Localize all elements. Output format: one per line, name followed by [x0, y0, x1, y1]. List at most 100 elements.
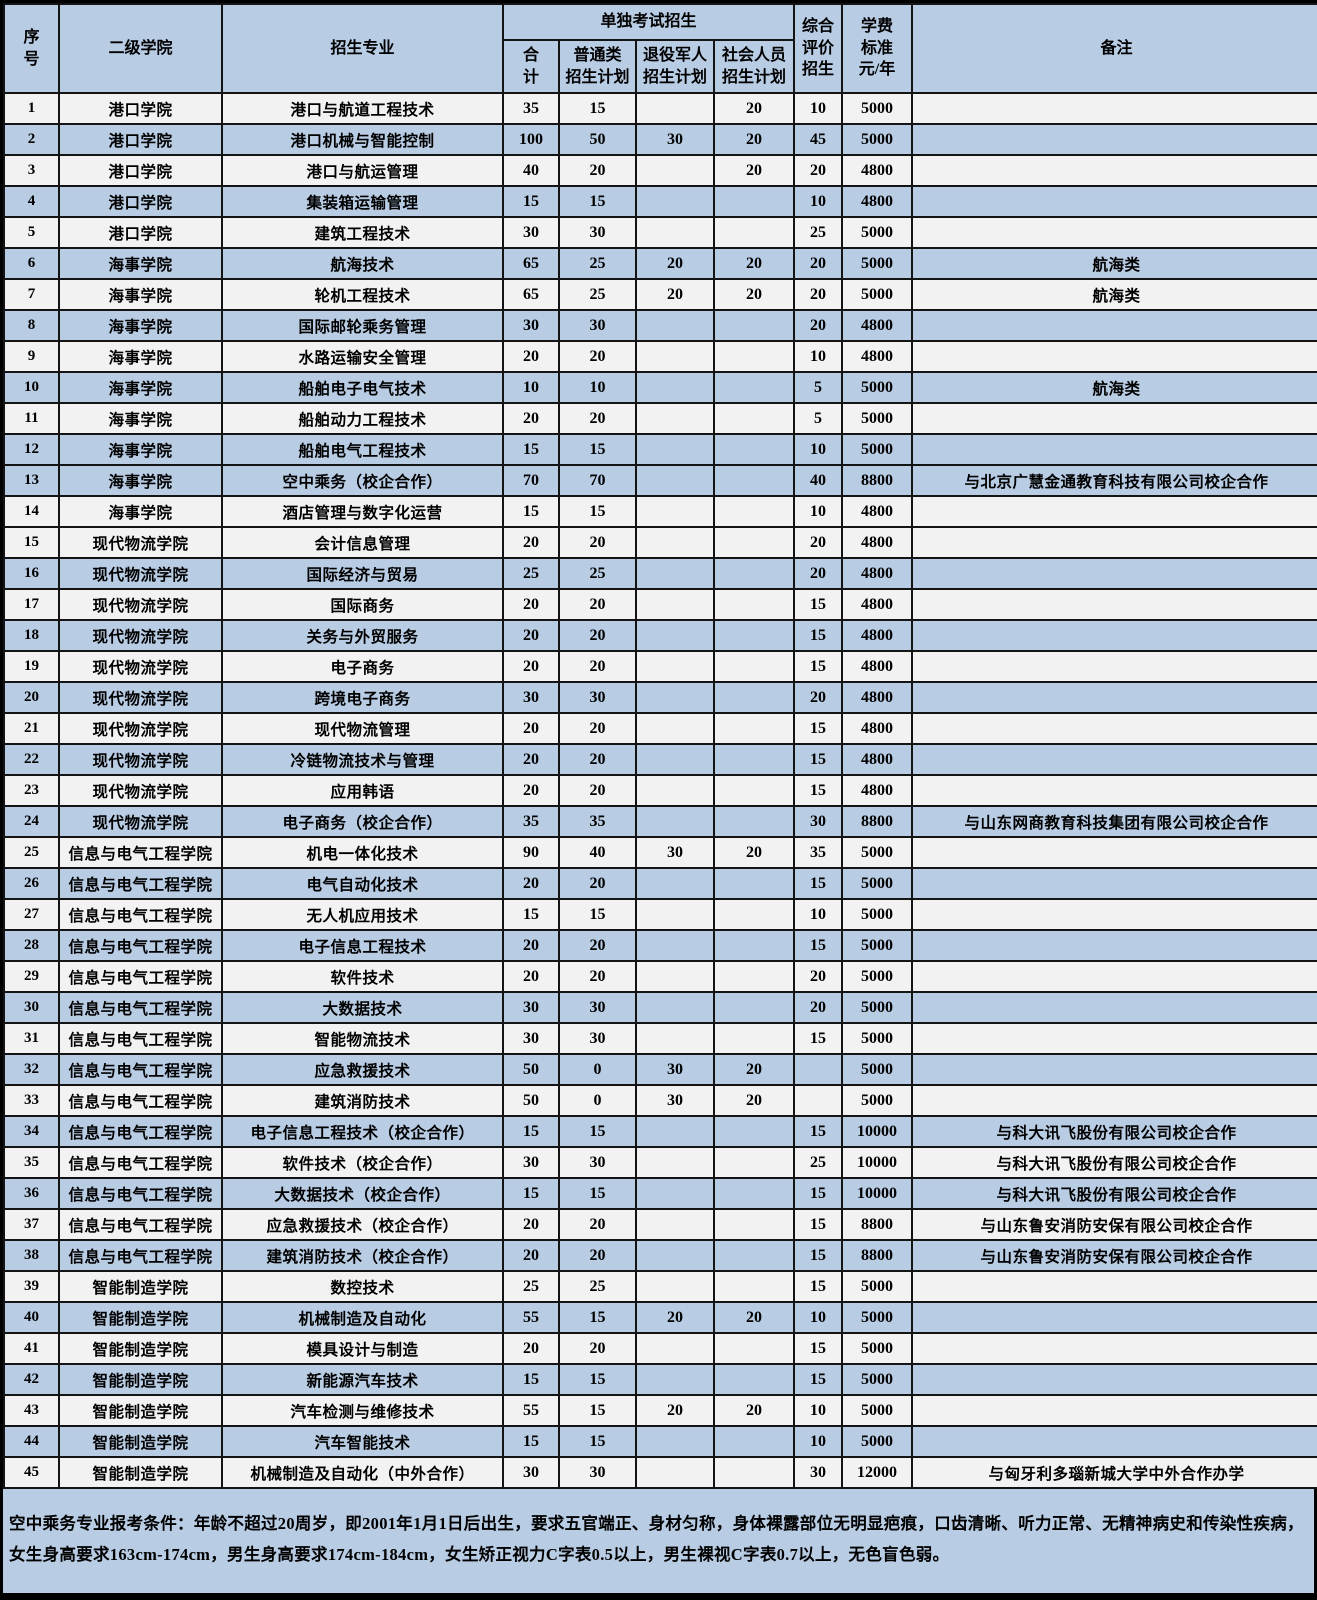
cell-no: 15	[3, 526, 60, 559]
cell-comprehensive: 15	[793, 1022, 844, 1055]
cell-college: 海事学院	[58, 247, 223, 280]
cell-no: 7	[3, 278, 60, 311]
cell-social	[712, 340, 796, 373]
cell-college: 海事学院	[58, 433, 223, 466]
cell-college: 信息与电气工程学院	[58, 1084, 223, 1117]
cell-veteran	[635, 402, 715, 435]
cell-social	[712, 1177, 796, 1210]
cell-major: 冷链物流技术与管理	[221, 743, 504, 776]
cell-tuition: 4800	[841, 743, 914, 776]
cell-no: 23	[3, 774, 60, 807]
cell-tuition: 8800	[841, 1239, 914, 1272]
cell-tuition: 5000	[841, 960, 914, 993]
cell-veteran	[635, 867, 715, 900]
cell-remark	[911, 836, 1317, 869]
cell-social	[712, 309, 796, 342]
cell-total: 30	[502, 216, 560, 249]
cell-remark: 与山东鲁安消防安保有限公司校企合作	[911, 1239, 1317, 1272]
cell-remark	[911, 774, 1317, 807]
cell-veteran	[635, 960, 715, 993]
header-veteran-plan: 退役军人 招生计划	[635, 39, 715, 94]
cell-college: 信息与电气工程学院	[58, 1239, 223, 1272]
cell-remark	[911, 123, 1317, 156]
cell-veteran	[635, 526, 715, 559]
table-row: 6 海事学院 航海技术 65 25 20 20 20 5000 航海类	[3, 247, 1317, 280]
cell-remark: 航海类	[911, 247, 1317, 280]
cell-no: 12	[3, 433, 60, 466]
cell-no: 9	[3, 340, 60, 373]
cell-total: 65	[502, 278, 560, 311]
cell-total: 20	[502, 774, 560, 807]
cell-remark	[911, 1084, 1317, 1117]
cell-total: 20	[502, 588, 560, 621]
cell-major: 船舶动力工程技术	[221, 402, 504, 435]
cell-regular: 20	[558, 154, 637, 187]
cell-regular: 20	[558, 712, 637, 745]
cell-major: 机械制造及自动化	[221, 1301, 504, 1334]
cell-social	[712, 1146, 796, 1179]
enrollment-table: 序 号 二级学院 招生专业 单独考试招生 综合 评价 招生 学费 标准 元/年 …	[3, 3, 1317, 1489]
table-row: 34 信息与电气工程学院 电子信息工程技术（校企合作） 15 15 15 10000 与科大讯…	[3, 1115, 1317, 1148]
cell-regular: 20	[558, 1332, 637, 1365]
cell-major: 港口与航道工程技术	[221, 92, 504, 125]
table-row: 30 信息与电气工程学院 大数据技术 30 30 20 5000	[3, 991, 1317, 1024]
cell-social	[712, 557, 796, 590]
footer-note-label: 空中乘务专业报考条件：	[9, 1514, 194, 1533]
cell-social	[712, 495, 796, 528]
table-row: 40 智能制造学院 机械制造及自动化 55 15 20 20 10 5000	[3, 1301, 1317, 1334]
cell-social	[712, 650, 796, 683]
cell-remark	[911, 1394, 1317, 1427]
cell-comprehensive: 20	[793, 991, 844, 1024]
cell-comprehensive: 15	[793, 1270, 844, 1303]
cell-total: 15	[502, 1425, 560, 1458]
cell-veteran	[635, 340, 715, 373]
cell-major: 轮机工程技术	[221, 278, 504, 311]
cell-regular: 20	[558, 650, 637, 683]
cell-tuition: 4800	[841, 309, 914, 342]
cell-college: 智能制造学院	[58, 1270, 223, 1303]
cell-social	[712, 774, 796, 807]
cell-tuition: 4800	[841, 154, 914, 187]
table-row: 8 海事学院 国际邮轮乘务管理 30 30 20 4800	[3, 309, 1317, 342]
cell-total: 35	[502, 92, 560, 125]
cell-comprehensive: 15	[793, 1363, 844, 1396]
table-row: 14 海事学院 酒店管理与数字化运营 15 15 10 4800	[3, 495, 1317, 528]
cell-major: 应用韩语	[221, 774, 504, 807]
cell-remark: 与匈牙利多瑙新城大学中外合作办学	[911, 1456, 1317, 1489]
cell-remark	[911, 867, 1317, 900]
cell-veteran: 30	[635, 123, 715, 156]
cell-social	[712, 216, 796, 249]
cell-regular: 30	[558, 1022, 637, 1055]
cell-total: 30	[502, 991, 560, 1024]
cell-social	[712, 1456, 796, 1489]
cell-tuition: 4800	[841, 526, 914, 559]
cell-major: 港口机械与智能控制	[221, 123, 504, 156]
cell-tuition: 5000	[841, 898, 914, 931]
cell-major: 应急救援技术（校企合作）	[221, 1208, 504, 1241]
cell-regular: 25	[558, 247, 637, 280]
cell-major: 电子信息工程技术	[221, 929, 504, 962]
cell-regular: 20	[558, 402, 637, 435]
table-row: 22 现代物流学院 冷链物流技术与管理 20 20 15 4800	[3, 743, 1317, 776]
cell-no: 35	[3, 1146, 60, 1179]
cell-remark	[911, 681, 1317, 714]
table-row: 25 信息与电气工程学院 机电一体化技术 90 40 30 20 35 5000	[3, 836, 1317, 869]
cell-college: 现代物流学院	[58, 650, 223, 683]
cell-no: 18	[3, 619, 60, 652]
cell-comprehensive: 15	[793, 1115, 844, 1148]
cell-total: 20	[502, 929, 560, 962]
cell-college: 现代物流学院	[58, 805, 223, 838]
cell-remark	[911, 1270, 1317, 1303]
cell-comprehensive: 15	[793, 588, 844, 621]
cell-remark	[911, 402, 1317, 435]
cell-no: 3	[3, 154, 60, 187]
table-row: 37 信息与电气工程学院 应急救援技术（校企合作） 20 20 15 8800 与山东鲁安消防…	[3, 1208, 1317, 1241]
cell-remark	[911, 1301, 1317, 1334]
cell-no: 45	[3, 1456, 60, 1489]
cell-college: 现代物流学院	[58, 526, 223, 559]
cell-tuition: 5000	[841, 278, 914, 311]
cell-tuition: 5000	[841, 247, 914, 280]
cell-college: 现代物流学院	[58, 774, 223, 807]
cell-college: 港口学院	[58, 216, 223, 249]
cell-no: 8	[3, 309, 60, 342]
